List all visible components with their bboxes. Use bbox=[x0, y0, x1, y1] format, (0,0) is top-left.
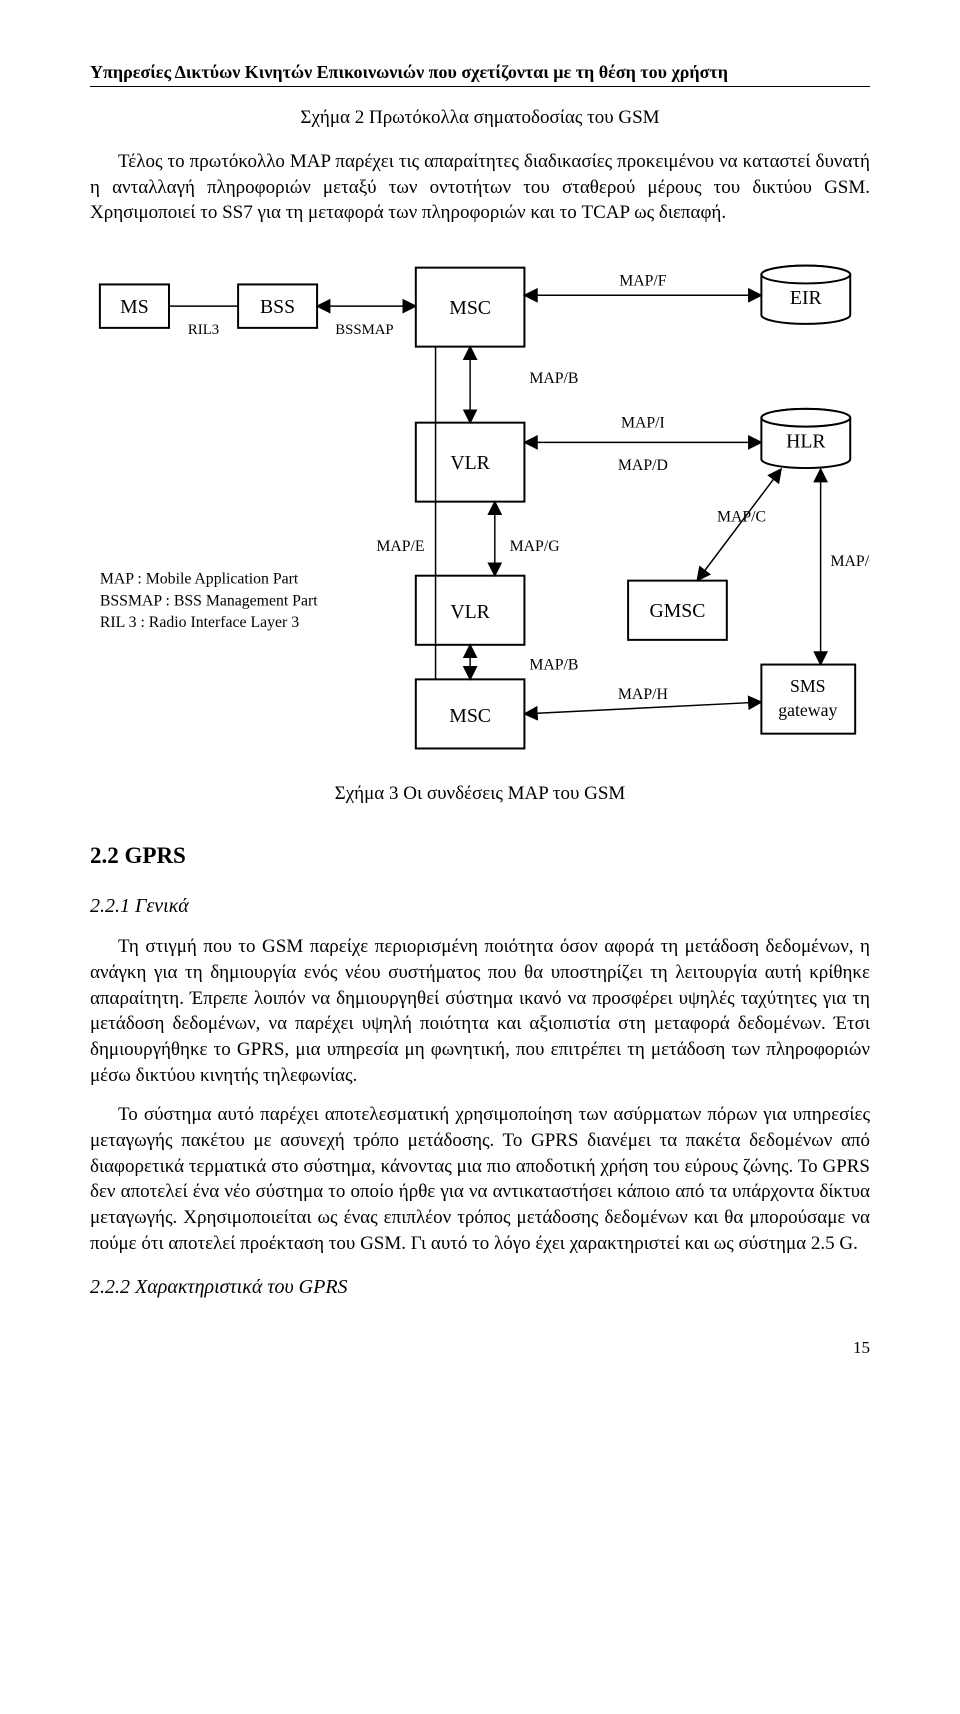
running-header: Υπηρεσίες Δικτύων Κινητών Επικοινωνιών π… bbox=[90, 60, 870, 84]
node-msc2-label: MSC bbox=[449, 705, 491, 727]
node-vlr2-label: VLR bbox=[450, 601, 490, 623]
edge-maph-label: MAP/H bbox=[618, 686, 668, 703]
node-gmsc-label: GMSC bbox=[649, 600, 705, 622]
section-2-2-heading: 2.2 GPRS bbox=[90, 840, 870, 871]
legend-line3: RIL 3 : Radio Interface Layer 3 bbox=[100, 614, 299, 631]
edge-mape-label: MAP/E bbox=[376, 538, 424, 555]
edge-mapd-label: MAP/D bbox=[618, 457, 668, 474]
subsection-2-2-2-heading: 2.2.2 Χαρακτηριστικά του GPRS bbox=[90, 1274, 870, 1301]
node-eir: EIR bbox=[761, 266, 850, 324]
subsection-2-2-1-heading: 2.2.1 Γενικά bbox=[90, 893, 870, 920]
node-vlr1-label: VLR bbox=[450, 452, 490, 474]
paragraph-3: Το σύστημα αυτό παρέχει αποτελεσματική χ… bbox=[90, 1102, 870, 1256]
paragraph-2: Τη στιγμή που το GSM παρείχε περιορισμέν… bbox=[90, 934, 870, 1088]
edge-ril3-label: RIL3 bbox=[188, 322, 219, 338]
node-eir-label: EIR bbox=[790, 287, 823, 309]
edge-mapf-label: MAP/F bbox=[619, 272, 667, 289]
edge-mapi-label: MAP/I bbox=[621, 414, 665, 431]
node-ms-label: MS bbox=[120, 296, 149, 318]
node-sms-label2: gateway bbox=[778, 700, 837, 720]
edge-mapc2-label: MAP/C bbox=[830, 553, 869, 570]
edge-mapg-label: MAP/G bbox=[510, 538, 560, 555]
edge-mapc1-label: MAP/C bbox=[717, 508, 766, 525]
edge-mapb1-label: MAP/B bbox=[529, 370, 578, 387]
legend-line1: MAP : Mobile Application Part bbox=[100, 570, 299, 587]
node-sms-label1: SMS bbox=[790, 676, 826, 696]
node-hlr-label: HLR bbox=[786, 430, 826, 452]
paragraph-1: Τέλος το πρωτόκολλο MAP παρέχει τις απαρ… bbox=[90, 149, 870, 226]
edge-bssmap-label: BSSMAP bbox=[335, 322, 393, 338]
edge-mapb2-label: MAP/B bbox=[529, 656, 578, 673]
node-msc1-label: MSC bbox=[449, 297, 491, 319]
page-number: 15 bbox=[90, 1337, 870, 1360]
node-hlr: HLR bbox=[761, 409, 850, 468]
figure2-caption: Σχήμα 2 Πρωτόκολλα σηματοδοσίας του GSM bbox=[90, 105, 870, 131]
header-rule bbox=[90, 86, 870, 87]
figure3-caption: Σχήμα 3 Οι συνδέσεις MAP του GSM bbox=[90, 781, 870, 807]
figure3-diagram: MS BSS MSC VLR VLR MSC GMSC EIR HLR SMS … bbox=[90, 240, 870, 771]
node-bss-label: BSS bbox=[260, 296, 295, 318]
legend-line2: BSSMAP : BSS Management Part bbox=[100, 592, 318, 609]
